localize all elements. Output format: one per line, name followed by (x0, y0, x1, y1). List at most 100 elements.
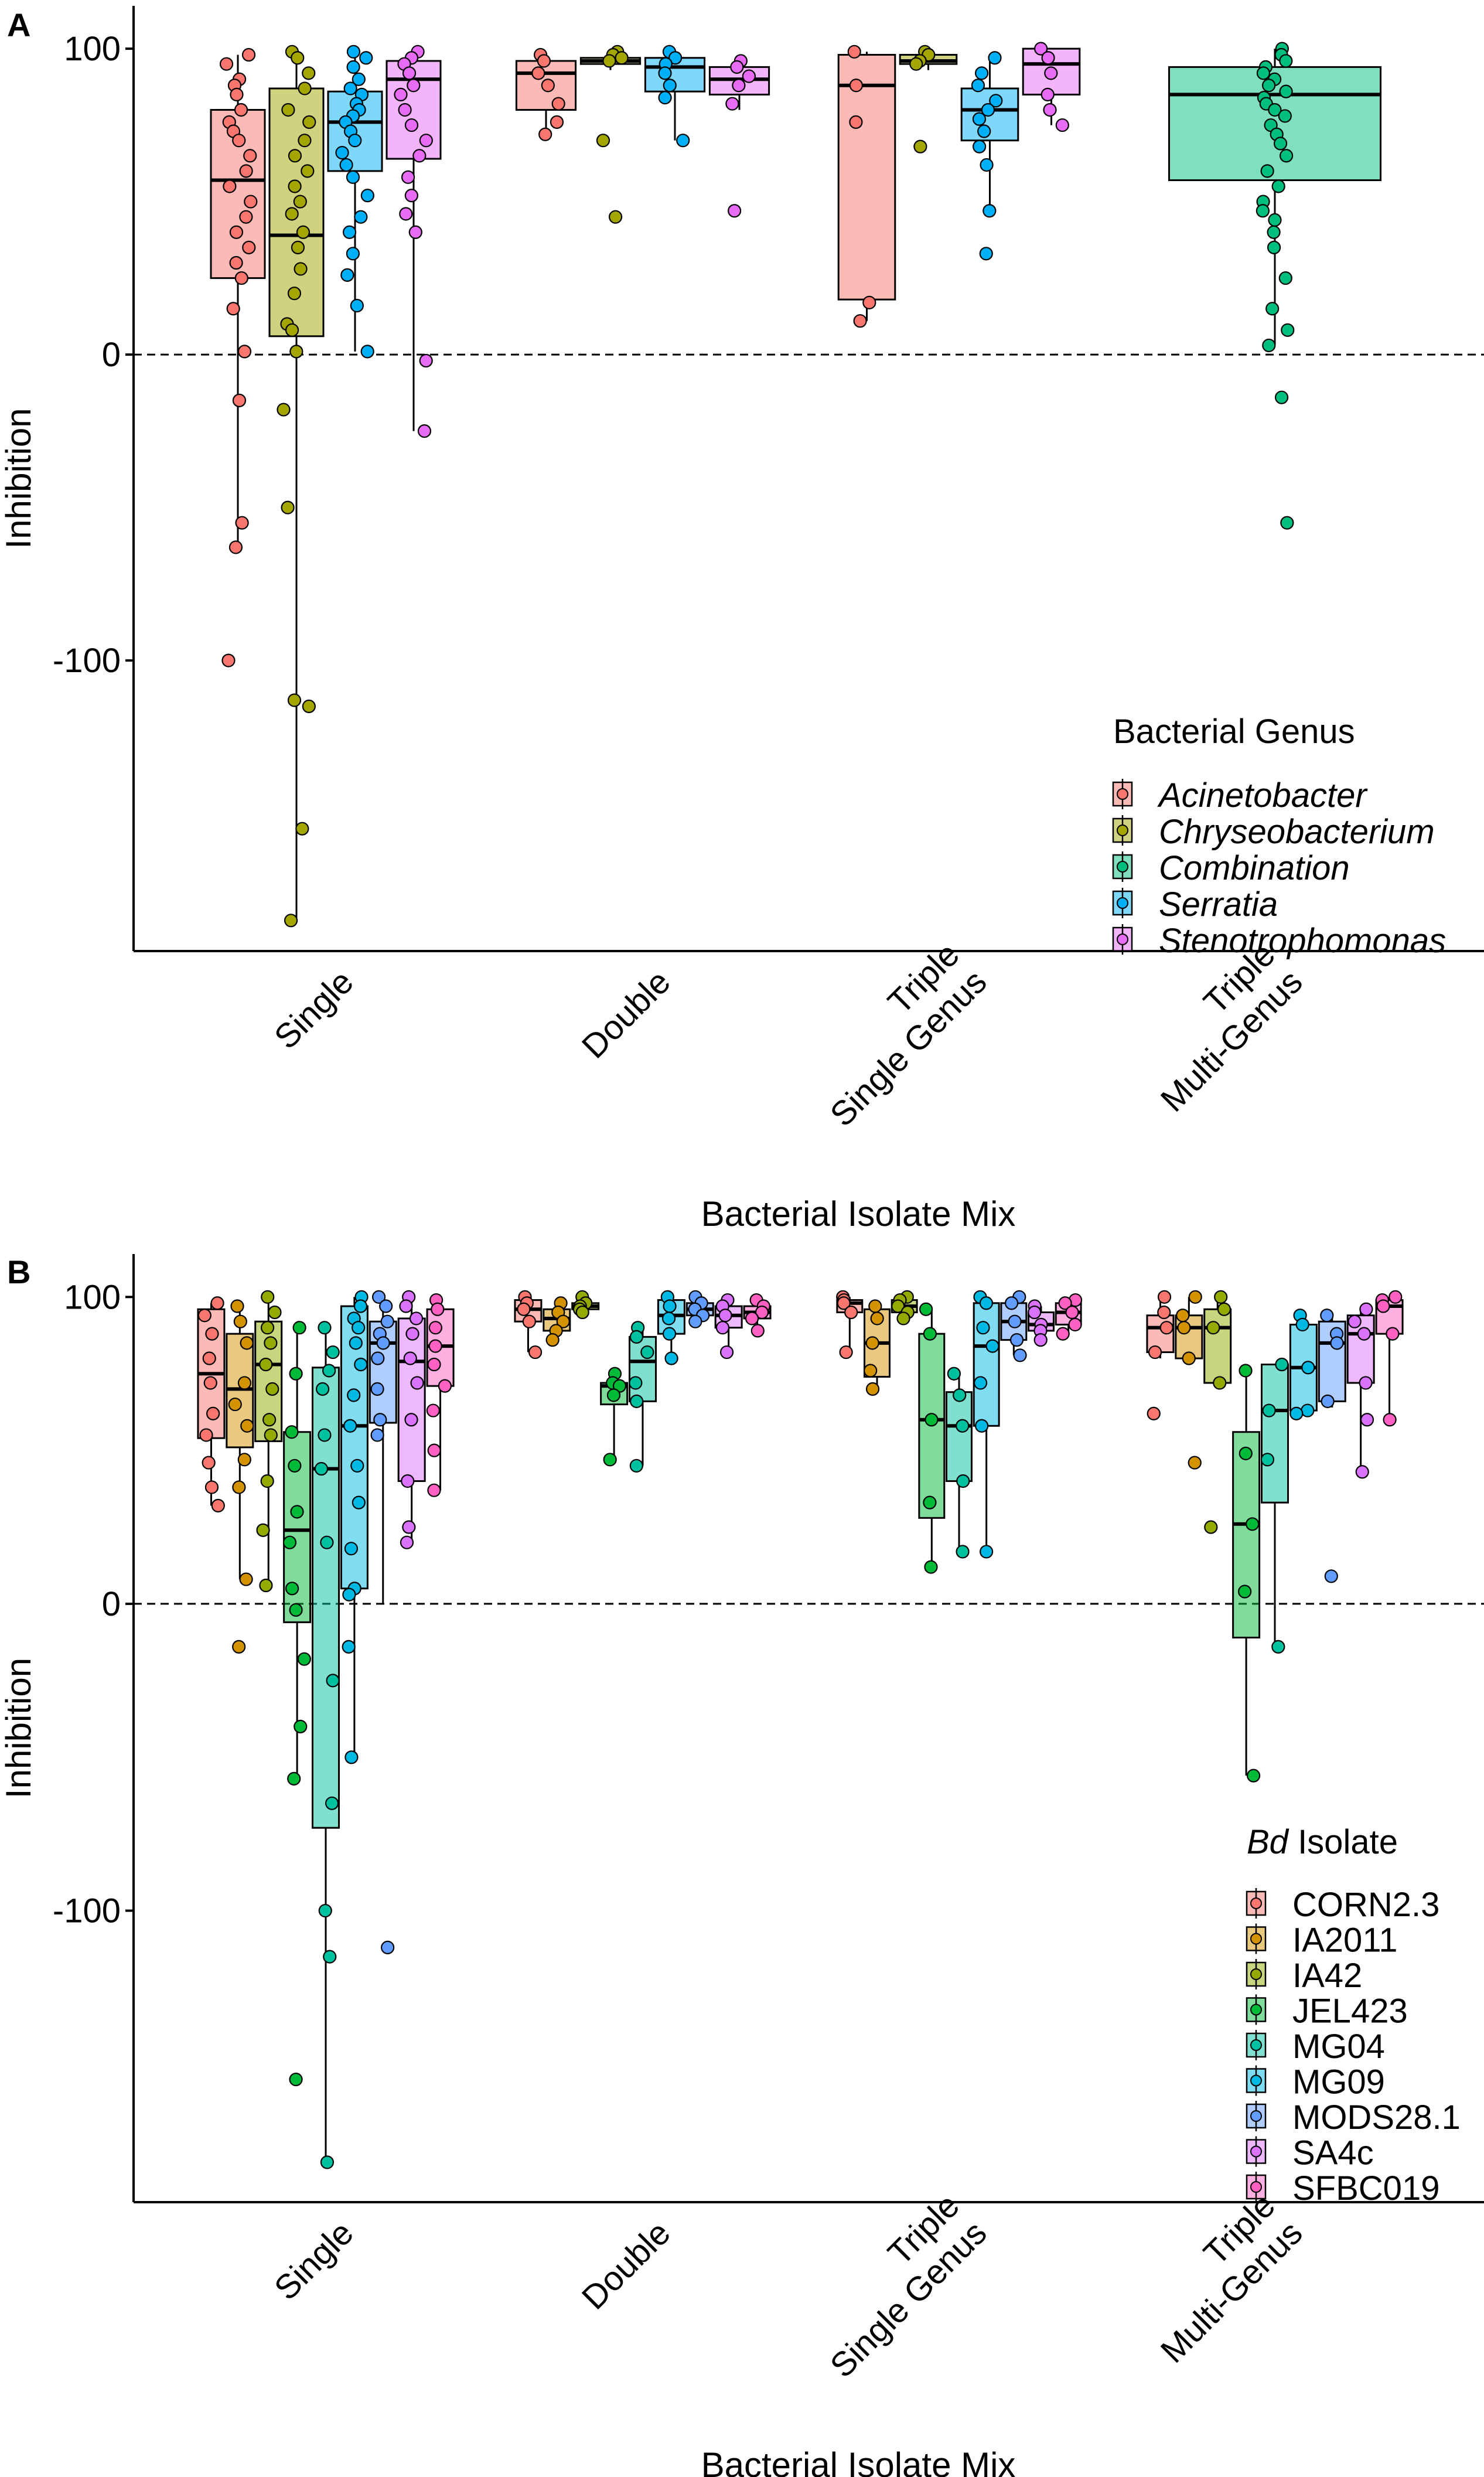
data-point (326, 1674, 340, 1688)
data-point (1041, 51, 1055, 65)
data-point (1383, 1413, 1397, 1427)
data-point (545, 1333, 560, 1347)
data-point (1301, 1361, 1315, 1375)
data-point (1260, 164, 1274, 178)
data-point (1043, 103, 1057, 117)
data-point (240, 1419, 254, 1433)
data-point (837, 1296, 851, 1310)
data-point (372, 1290, 386, 1304)
data-point (839, 1345, 853, 1360)
data-point (371, 1351, 385, 1365)
data-point (1008, 1314, 1022, 1328)
box-body (340, 1305, 369, 1590)
box-serratia (644, 45, 706, 148)
data-point (342, 1587, 356, 1602)
y-tick-label: 100 (64, 1278, 121, 1316)
data-point (896, 1311, 910, 1326)
data-point (242, 240, 256, 254)
data-point (1157, 1305, 1171, 1320)
data-point (596, 134, 610, 148)
data-point (849, 79, 863, 93)
data-point (235, 516, 249, 530)
data-point (629, 1459, 643, 1473)
data-point (1275, 1357, 1289, 1372)
box-mods28-1 (1318, 1309, 1346, 1583)
data-point (862, 295, 876, 309)
data-point (1239, 1446, 1253, 1460)
data-point (316, 1382, 330, 1396)
box-jel423 (1232, 1364, 1261, 1783)
legend-title-part: Isolate (1288, 1823, 1398, 1861)
box-acinetobacter (210, 47, 266, 667)
data-point (325, 1796, 339, 1810)
box-jel423 (918, 1302, 946, 1574)
legend-title-part: Bd (1247, 1823, 1289, 1861)
data-point (608, 210, 623, 224)
data-point (953, 1388, 967, 1402)
data-point (285, 323, 299, 337)
x-axis-title: Bacterial Isolate Mix (701, 2445, 1016, 2477)
y-tick-label: 100 (64, 30, 121, 68)
legend-point (1250, 1933, 1262, 1945)
data-point (401, 1474, 415, 1488)
data-point (426, 1403, 440, 1418)
box-ia2011 (864, 1299, 891, 1396)
data-point (517, 1302, 531, 1316)
box-mg09 (973, 1290, 1000, 1559)
data-point (318, 1903, 332, 1918)
data-point (730, 60, 744, 74)
data-point (294, 262, 308, 276)
data-point (919, 1302, 933, 1316)
box-stenotrophomonas (708, 54, 770, 218)
data-point (287, 287, 302, 301)
legend-item: JEL423 (1246, 1992, 1408, 2030)
y-tick-label: 0 (102, 336, 121, 374)
data-point (1033, 1333, 1048, 1347)
data-point (376, 1336, 390, 1350)
data-point (1279, 149, 1294, 163)
legend-label: CORN2.3 (1292, 1886, 1439, 1924)
data-point (1295, 1317, 1309, 1332)
box-stenotrophomonas (386, 45, 442, 438)
data-point (379, 1299, 393, 1313)
data-point (538, 127, 552, 141)
data-point (913, 139, 927, 154)
box-mods28-1 (369, 1290, 397, 1954)
data-point (1004, 1296, 1019, 1310)
data-point (268, 1305, 282, 1320)
data-point (742, 69, 756, 83)
box-mg09 (1289, 1309, 1318, 1420)
data-point (285, 207, 299, 221)
data-point (298, 81, 312, 96)
data-point (203, 1376, 217, 1390)
data-point (344, 1542, 359, 1556)
data-point (260, 1474, 274, 1488)
y-axis-title: Inhibition (0, 1658, 38, 1798)
data-point (370, 1428, 384, 1442)
y-tick-label: -100 (53, 642, 121, 680)
data-point (865, 1336, 879, 1350)
data-point (402, 66, 417, 80)
data-point (745, 1311, 759, 1326)
data-point (853, 314, 867, 328)
data-point (1278, 109, 1292, 123)
data-point (289, 345, 303, 359)
data-point (972, 112, 987, 126)
data-point (1271, 1640, 1285, 1654)
box-acinetobacter (515, 47, 577, 141)
data-point (1281, 323, 1295, 337)
data-point (971, 79, 985, 93)
data-point (956, 1419, 970, 1433)
legend-label: SA4c (1292, 2134, 1374, 2172)
data-point (1157, 1290, 1172, 1304)
data-point (401, 170, 415, 184)
legend-label: Stenotrophomonas (1159, 922, 1446, 960)
data-point (668, 51, 683, 65)
data-point (550, 115, 564, 129)
data-point (1360, 1413, 1374, 1427)
data-point (556, 1314, 570, 1328)
box-ia2011 (543, 1296, 571, 1347)
data-point (347, 1388, 361, 1402)
data-point (1262, 79, 1276, 93)
data-point (1214, 1290, 1228, 1304)
